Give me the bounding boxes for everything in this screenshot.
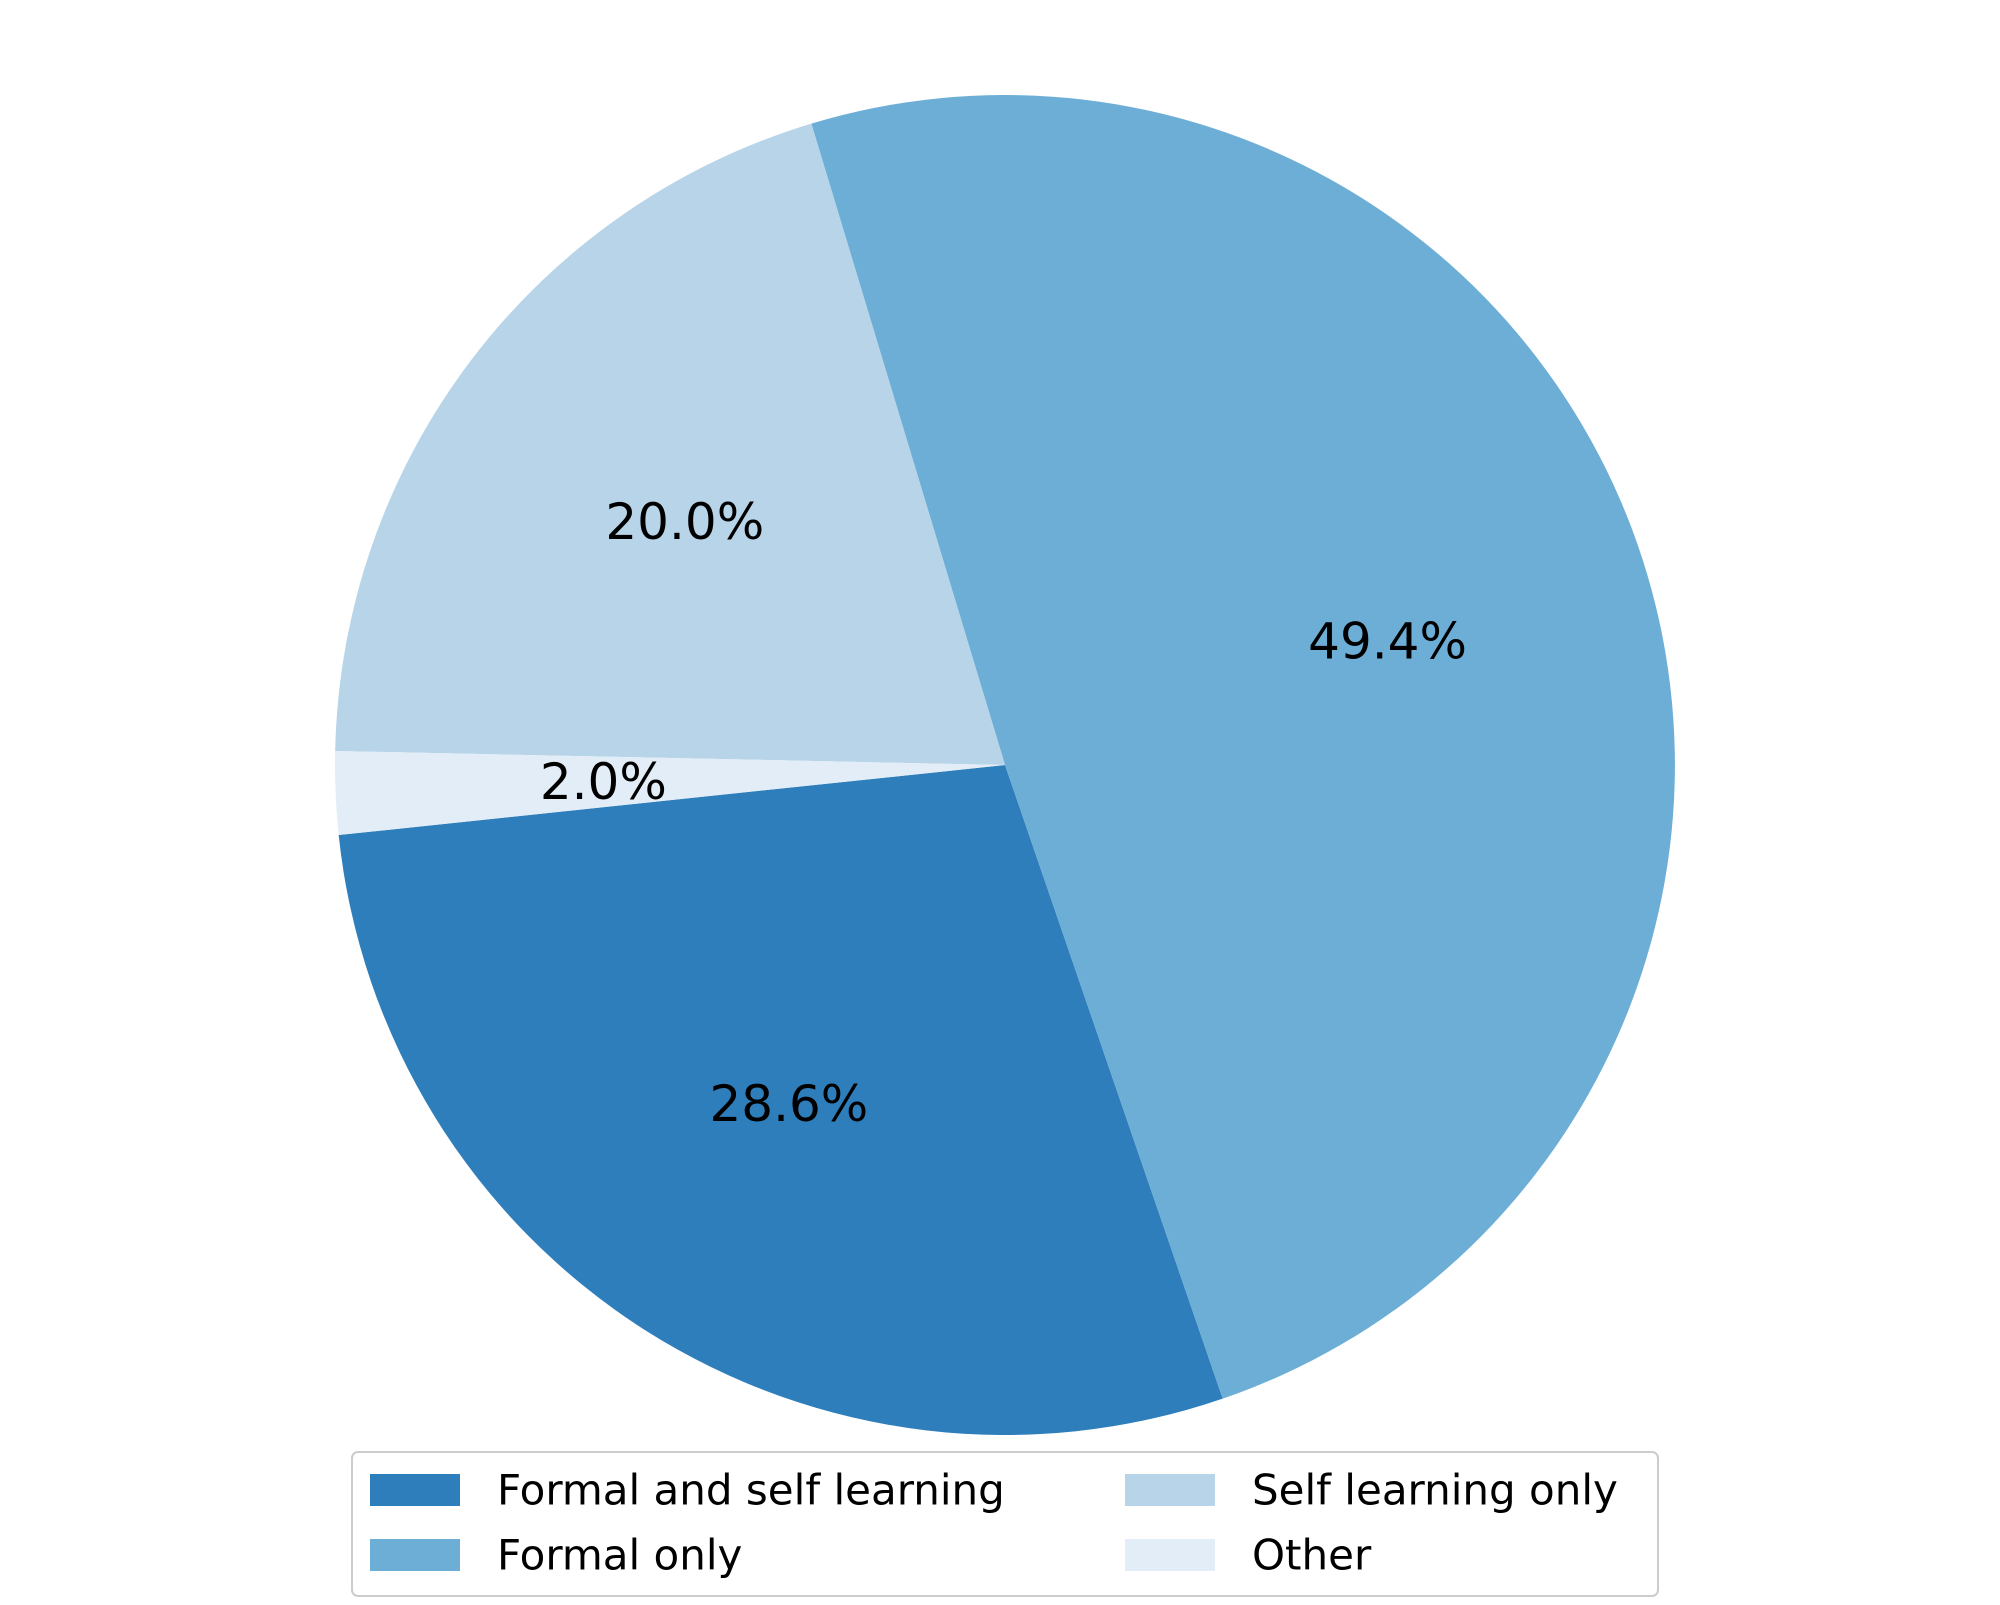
legend-label: Other	[1252, 1531, 1372, 1580]
value-labels-layer: 28.6% 49.4% 20.0% 2.0%	[540, 493, 1467, 1133]
legend-label: Formal and self learning	[497, 1466, 1005, 1515]
legend-label: Formal only	[497, 1531, 742, 1580]
slice-value-label: 28.6%	[709, 1075, 868, 1133]
slices-layer	[335, 95, 1675, 1436]
pie-slice	[811, 95, 1675, 1399]
slice-value-label: 49.4%	[1308, 613, 1467, 671]
legend-swatch	[1125, 1539, 1215, 1571]
legend-swatch	[370, 1474, 460, 1506]
legend-label: Self learning only	[1252, 1466, 1618, 1515]
pie-slice	[335, 123, 1005, 766]
slice-value-label: 20.0%	[605, 493, 764, 551]
legend-swatch	[1125, 1474, 1215, 1506]
legend-swatch	[370, 1539, 460, 1571]
legend: Formal and self learning Formal only Self …	[351, 1451, 1659, 1597]
legend-frame	[351, 1451, 1659, 1597]
slice-value-label: 2.0%	[540, 753, 667, 811]
pie-slice	[335, 750, 1005, 836]
pie-slice	[338, 765, 1223, 1436]
